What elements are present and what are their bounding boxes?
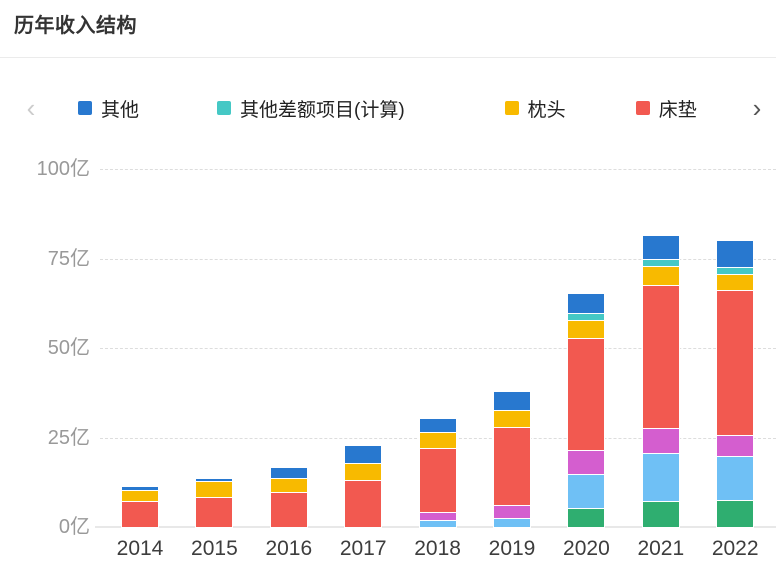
bar-segment-2018-枕头[interactable]: [418, 431, 457, 450]
y-axis-tick-label: 25亿: [47, 426, 90, 449]
bar-segment-2014-其他[interactable]: [121, 486, 159, 492]
bar-column-2014: [121, 486, 159, 528]
legend-item-4[interactable]: 床垫: [635, 95, 697, 122]
bar-segment-2021-其他差额项目(计算)[interactable]: [641, 258, 680, 268]
y-axis-tick-label: 0亿: [58, 516, 90, 538]
bar-column-2020: [567, 293, 606, 528]
bar-segment-2016-床垫[interactable]: [269, 491, 308, 529]
x-axis-label-2021: 2021: [637, 537, 685, 560]
legend-items: 其他 其他差额项目(计算) 枕头 床垫: [44, 95, 697, 122]
gridline-50亿: [100, 348, 776, 349]
bar-column-2022: [716, 239, 755, 529]
gridline-100亿: [100, 169, 776, 170]
x-axis-label-2015: 2015: [191, 537, 238, 560]
legend-swatch-icon: [504, 101, 519, 115]
gridline-75亿: [100, 258, 776, 260]
header-divider: [0, 57, 776, 58]
bar-segment-2014-床垫[interactable]: [121, 501, 159, 528]
bar-segment-2022-枕头[interactable]: [716, 273, 755, 293]
bar-segment-2017-枕头[interactable]: [344, 463, 383, 482]
legend-item-3[interactable]: 枕头: [504, 95, 566, 122]
bar-segment-2019-床垫[interactable]: [493, 426, 531, 508]
bar-segment-2022-床垫[interactable]: [716, 290, 755, 438]
bar-segment-2020-枕头[interactable]: [567, 319, 606, 340]
page-title: 历年收入结构: [14, 15, 137, 37]
legend-item-label: 其他: [101, 99, 140, 121]
bar-segment-2019-series1[interactable]: [493, 518, 531, 528]
legend-swatch-icon: [78, 101, 92, 115]
bar-segment-2020-其他[interactable]: [567, 293, 606, 315]
y-axis-tick-label: 100亿: [36, 158, 90, 180]
legend-item-label: 其他差额项目(计算): [240, 99, 405, 121]
x-axis-label-2022: 2022: [711, 537, 759, 560]
bar-column-2019: [493, 390, 531, 528]
legend-swatch-icon: [635, 101, 650, 115]
y-axis-tick-label: 75亿: [47, 247, 90, 270]
bar-column-2021: [641, 235, 680, 529]
x-axis-label-2020: 2020: [563, 537, 610, 560]
bar-segment-2021-枕头[interactable]: [641, 265, 680, 288]
legend-item-label: 床垫: [658, 99, 697, 121]
bar-segment-2021-series1[interactable]: [641, 453, 680, 503]
bar-segment-2015-床垫[interactable]: [195, 497, 234, 528]
x-axis-label-2014: 2014: [116, 537, 164, 560]
bar-segment-2021-床垫[interactable]: [641, 285, 680, 431]
bar-column-2016: [269, 467, 308, 529]
bar-segment-2022-series2[interactable]: [716, 435, 755, 458]
bar-segment-2021-series2[interactable]: [641, 428, 680, 456]
bar-segment-2018-series1[interactable]: [418, 519, 457, 529]
bar-segment-2016-其他[interactable]: [269, 467, 308, 480]
bar-column-2017: [344, 445, 383, 529]
bar-segment-2015-其他[interactable]: [195, 477, 234, 484]
bar-segment-2018-床垫[interactable]: [418, 447, 457, 515]
bar-segment-2020-其他差额项目(计算)[interactable]: [567, 312, 606, 322]
bar-segment-2015-枕头[interactable]: [195, 481, 234, 500]
bar-segment-2021-series0[interactable]: [641, 500, 680, 529]
bar-column-2018: [418, 418, 457, 529]
legend-item-2[interactable]: 其他差额项目(计算): [217, 95, 405, 122]
x-axis-baseline: [95, 526, 776, 528]
bar-segment-2014-枕头[interactable]: [121, 489, 159, 504]
bar-segment-2020-series2[interactable]: [567, 450, 606, 477]
bar-segment-2021-其他[interactable]: [641, 235, 680, 261]
x-axis-label-2018: 2018: [414, 537, 461, 560]
bar-segment-2022-series0[interactable]: [716, 499, 755, 529]
bar-segment-2018-其他[interactable]: [418, 418, 457, 434]
bar-segment-2019-其他[interactable]: [493, 390, 531, 413]
legend-item-label: 枕头: [527, 99, 566, 121]
legend-bar: ‹ 其他 其他差额项目(计算) 枕头 床垫 ›: [0, 90, 776, 126]
bar-segment-2016-枕头[interactable]: [269, 477, 308, 494]
legend-prev-icon[interactable]: ‹: [26, 93, 36, 123]
bar-segment-2022-其他[interactable]: [716, 239, 755, 269]
bar-segment-2022-其他差额项目(计算)[interactable]: [716, 266, 755, 276]
bar-segment-2019-枕头[interactable]: [493, 410, 531, 429]
x-axis-label-2019: 2019: [488, 537, 536, 560]
x-axis-label-2017: 2017: [339, 537, 387, 560]
legend-item-1[interactable]: 其他: [78, 95, 139, 122]
bar-segment-2020-series1[interactable]: [567, 474, 606, 511]
y-axis-tick-label: 50亿: [47, 337, 90, 359]
bar-segment-2020-床垫[interactable]: [567, 337, 606, 453]
legend-swatch-icon: [217, 101, 232, 115]
bar-column-2015: [195, 477, 234, 528]
bar-segment-2018-series2[interactable]: [418, 512, 457, 522]
bar-segment-2022-series1[interactable]: [716, 455, 755, 502]
bar-segment-2017-其他[interactable]: [344, 445, 383, 465]
bar-segment-2020-series0[interactable]: [567, 508, 606, 528]
x-axis-label-2016: 2016: [265, 537, 313, 560]
bar-segment-2017-床垫[interactable]: [344, 479, 383, 529]
bar-segment-2019-series2[interactable]: [493, 505, 531, 521]
legend-next-icon[interactable]: ›: [752, 93, 762, 123]
